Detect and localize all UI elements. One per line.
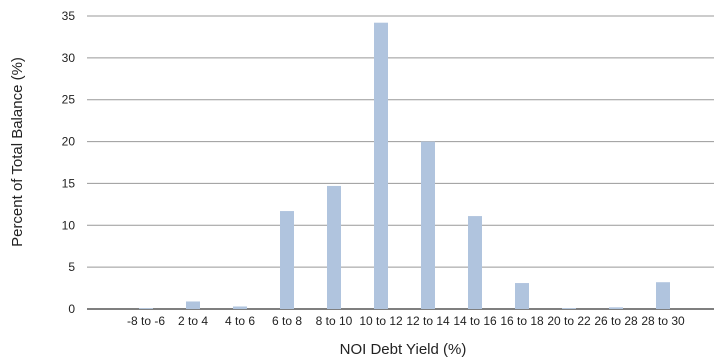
y-tick-label: 5: [68, 260, 75, 274]
y-tick-label: 30: [62, 51, 76, 65]
bar: [515, 283, 529, 309]
x-tick-label: 28 to 30: [641, 314, 685, 328]
gridlines: [87, 15, 714, 310]
bars: [139, 22, 670, 309]
x-tick-label: 16 to 18: [500, 314, 544, 328]
y-axis-title: Percent of Total Balance (%): [9, 57, 26, 247]
bar: [327, 185, 341, 309]
bar: [468, 216, 482, 309]
x-tick-label: 12 to 14: [406, 314, 450, 328]
x-tick-label: 20 to 22: [547, 314, 591, 328]
x-tick-label: 26 to 28: [594, 314, 638, 328]
y-tick-label: 35: [62, 9, 76, 23]
y-tick-label: 15: [62, 176, 76, 190]
x-tick-label: 2 to 4: [178, 314, 208, 328]
x-tick-label: -8 to -6: [127, 314, 165, 328]
bar: [609, 307, 623, 309]
x-tick-label: 8 to 10: [316, 314, 353, 328]
x-tick-labels: -8 to -6 2 to 4 4 to 6 6 to 8 8 to 10 10 to 1…: [127, 314, 685, 328]
x-tick-label: 4 to 6: [225, 314, 255, 328]
y-tick-label: 20: [62, 135, 76, 149]
bar: [562, 308, 576, 309]
bar: [374, 22, 388, 309]
bar: [233, 306, 247, 309]
x-axis-title: NOI Debt Yield (%): [340, 341, 467, 358]
bar: [280, 211, 294, 309]
y-tick-label: 25: [62, 93, 76, 107]
x-tick-label: 6 to 8: [272, 314, 302, 328]
bar: [421, 141, 435, 309]
y-tick-label: 0: [68, 302, 75, 316]
bar: [186, 301, 200, 309]
x-tick-label: 10 to 12: [359, 314, 403, 328]
bar: [656, 282, 670, 309]
y-tick-label: 10: [62, 218, 76, 232]
y-tick-labels: 0 5 10 15 20 25 30 35: [62, 9, 76, 316]
bar: [139, 308, 153, 309]
x-tick-label: 14 to 16: [453, 314, 497, 328]
